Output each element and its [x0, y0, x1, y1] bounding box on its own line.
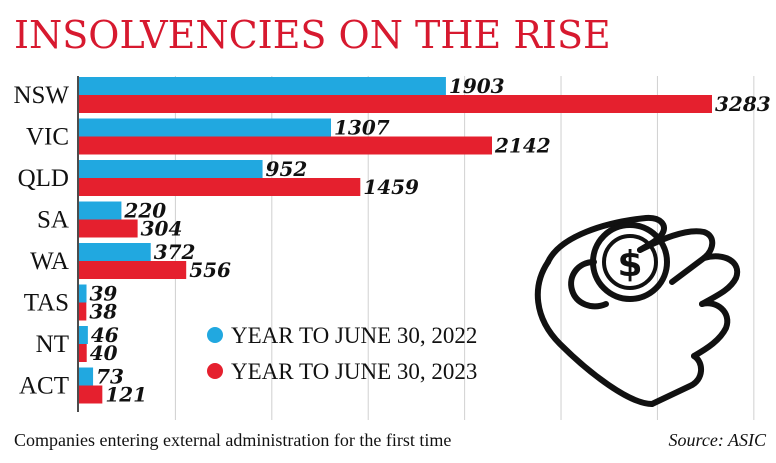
legend-marker-2022 — [207, 327, 223, 343]
category-label-sa: SA — [37, 207, 69, 234]
bar-sa-2022 — [79, 201, 122, 220]
value-label-act-2023: 121 — [105, 383, 147, 407]
bar-vic-2022 — [79, 118, 332, 137]
category-label-qld: QLD — [18, 165, 69, 192]
legend-label-2023: YEAR TO JUNE 30, 2023 — [231, 359, 477, 384]
bar-vic-2023 — [79, 136, 493, 155]
bars: 1903328313072142952145922030437255639384… — [79, 74, 771, 407]
footer-note: Companies entering external administrati… — [14, 430, 451, 450]
bar-qld-2022 — [79, 160, 263, 178]
value-label-vic-2022: 1307 — [334, 116, 390, 140]
bar-nsw-2023 — [79, 95, 712, 113]
legend-marker-2023 — [207, 363, 223, 379]
value-label-sa-2023: 304 — [141, 217, 183, 241]
bar-tas-2022 — [79, 284, 87, 303]
category-label-act: ACT — [19, 373, 69, 400]
hand-holding-dollar-icon — [534, 214, 741, 407]
value-label-qld-2022: 952 — [266, 157, 308, 181]
bar-qld-2023 — [79, 178, 361, 196]
value-label-qld-2023: 1459 — [363, 175, 419, 199]
value-label-sa-2022: 220 — [123, 199, 166, 223]
dollar-sign-icon: $ — [617, 244, 642, 285]
legend-label-2022: YEAR TO JUNE 30, 2022 — [231, 323, 477, 348]
category-label-nt: NT — [36, 331, 69, 358]
value-label-nsw-2022: 1903 — [449, 74, 505, 98]
category-label-nsw: NSW — [13, 82, 69, 109]
value-label-nsw-2023: 3283 — [715, 92, 771, 116]
bar-sa-2023 — [79, 219, 138, 238]
value-label-wa-2022: 372 — [154, 240, 196, 264]
category-label-vic: VIC — [26, 124, 69, 151]
value-label-nt-2022: 46 — [91, 323, 119, 347]
bar-nt-2022 — [79, 326, 88, 344]
category-labels: NSW VIC QLD SA WA TAS NT ACT — [13, 82, 69, 400]
value-label-vic-2023: 2142 — [494, 134, 551, 158]
bar-tas-2023 — [79, 302, 87, 321]
value-label-tas-2022: 39 — [90, 282, 118, 306]
legend: YEAR TO JUNE 30, 2022 YEAR TO JUNE 30, 2… — [207, 323, 477, 384]
chart-title: INSOLVENCIES ON THE RISE — [14, 13, 611, 57]
value-label-wa-2023: 556 — [189, 258, 231, 282]
bar-nsw-2022 — [79, 77, 446, 95]
category-label-wa: WA — [30, 248, 69, 275]
bar-wa-2022 — [79, 243, 151, 261]
value-label-act-2022: 73 — [96, 365, 124, 389]
value-label-tas-2023: 38 — [89, 300, 117, 324]
category-label-tas: TAS — [24, 290, 69, 317]
value-label-nt-2023: 40 — [90, 341, 118, 365]
bar-nt-2023 — [79, 344, 87, 362]
bar-wa-2023 — [79, 261, 187, 279]
bar-act-2023 — [79, 385, 103, 404]
bar-act-2022 — [79, 367, 94, 386]
footer-source: Source: ASIC — [669, 430, 767, 450]
